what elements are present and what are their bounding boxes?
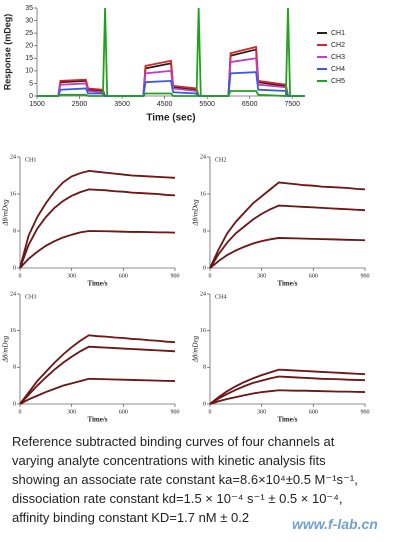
x-tick-label: 3500 [114, 101, 130, 108]
y-tick-label: 8 [13, 228, 16, 234]
x-tick-label: 300 [257, 409, 266, 415]
y-axis-label: Response (mDeg) [2, 14, 12, 91]
x-tick-label: 300 [67, 273, 76, 279]
data-line [209, 389, 366, 405]
caption-line: Reference subtracted binding curves of f… [12, 434, 335, 449]
y-axis-label: Δθ/mDeg [2, 199, 10, 227]
y-tick-label: 16 [200, 191, 206, 197]
x-tick-label: 300 [257, 273, 266, 279]
caption: Reference subtracted binding curves of f… [0, 432, 400, 527]
y-tick-label: 16 [10, 328, 16, 334]
y-tick-label: 8 [13, 365, 16, 371]
fit-line [209, 237, 366, 269]
y-tick-label: 16 [10, 191, 16, 197]
y-tick-label: 24 [200, 291, 206, 297]
y-tick-label: 15 [25, 55, 33, 62]
fit-line [19, 346, 176, 405]
x-axis-label: Time/s [277, 280, 297, 288]
caption-line: showing an associate rate constant ka=8.… [12, 472, 358, 487]
fit-line [19, 378, 176, 405]
x-tick-label: 0 [209, 273, 212, 279]
y-axis-label: Δθ/mDeg [192, 335, 200, 363]
x-tick-label: 600 [119, 409, 128, 415]
x-tick-label: 7500 [284, 101, 300, 108]
data-line [209, 368, 366, 405]
panel-label: CH2 [215, 157, 226, 163]
fit-line [209, 205, 366, 269]
fit-line [209, 376, 366, 405]
x-axis-label: Time/s [87, 416, 107, 424]
fit-line [209, 369, 366, 405]
y-tick-label: 0 [29, 93, 33, 100]
x-tick-label: 5500 [199, 101, 215, 108]
y-tick-label: 0 [13, 401, 16, 407]
y-tick-label: 8 [203, 365, 206, 371]
x-tick-label: 600 [309, 273, 318, 279]
x-tick-label: 2500 [72, 101, 88, 108]
x-tick-label: 6500 [242, 101, 258, 108]
x-tick-label: 900 [361, 409, 370, 415]
legend-label: CH1 [331, 30, 345, 37]
x-tick-label: 0 [19, 409, 22, 415]
legend-label: CH2 [331, 42, 345, 49]
data-line [19, 377, 176, 405]
panel-label: CH1 [25, 157, 36, 163]
x-tick-label: 600 [119, 273, 128, 279]
fit-line [19, 334, 176, 405]
fit-line [209, 182, 366, 269]
y-tick-label: 25 [25, 30, 33, 37]
series-line [37, 7, 305, 97]
fit-line [19, 170, 176, 269]
caption-line: dissociation rate constant kd=1.5 × 10⁻⁴… [12, 491, 343, 506]
caption-line: affinity binding constant KD=1.7 nM ± 0.… [12, 510, 250, 525]
y-tick-label: 20 [25, 43, 33, 50]
panel-label: CH3 [25, 294, 36, 300]
x-tick-label: 0 [19, 273, 22, 279]
fit-line [209, 389, 366, 405]
data-line [209, 237, 366, 269]
series-line [37, 71, 305, 97]
y-tick-label: 0 [203, 401, 206, 407]
x-tick-label: 900 [171, 409, 180, 415]
x-axis-label: Time/s [87, 280, 107, 288]
y-tick-label: 30 [25, 17, 33, 24]
x-tick-label: 300 [67, 409, 76, 415]
y-tick-label: 8 [203, 228, 206, 234]
y-axis-label: Δθ/mDeg [2, 335, 10, 363]
x-axis-label: Time (sec) [146, 113, 195, 124]
fit-line [19, 230, 176, 269]
data-line [209, 204, 366, 269]
data-line [19, 230, 176, 269]
legend-label: CH4 [331, 66, 345, 73]
x-tick-label: 0 [209, 409, 212, 415]
caption-line: varying analyte concentrations with kine… [12, 453, 326, 468]
y-axis-label: Δθ/mDeg [192, 199, 200, 227]
legend-label: CH3 [331, 54, 345, 61]
x-tick-label: 4500 [157, 101, 173, 108]
y-tick-label: 5 [29, 80, 33, 87]
y-tick-label: 0 [13, 265, 16, 271]
legend-label: CH5 [331, 78, 345, 85]
y-tick-label: 24 [10, 154, 16, 160]
panel-label: CH4 [215, 294, 226, 300]
x-tick-label: 600 [309, 409, 318, 415]
fit-line [19, 188, 176, 269]
y-tick-label: 0 [203, 265, 206, 271]
y-tick-label: 24 [200, 154, 206, 160]
x-tick-label: 900 [171, 273, 180, 279]
y-tick-label: 10 [25, 68, 33, 75]
y-tick-label: 16 [200, 328, 206, 334]
x-tick-label: 900 [361, 273, 370, 279]
y-tick-label: 24 [10, 291, 16, 297]
y-tick-label: 35 [25, 5, 33, 12]
x-axis-label: Time/s [277, 416, 297, 424]
x-tick-label: 1500 [29, 101, 45, 108]
figure: 0 5 10 15 20 25 30 35 1500 2500 3500 4500 5500 6500 75… [2, 5, 370, 424]
data-line [19, 188, 176, 269]
watermark: www.f-lab.cn [292, 516, 378, 532]
